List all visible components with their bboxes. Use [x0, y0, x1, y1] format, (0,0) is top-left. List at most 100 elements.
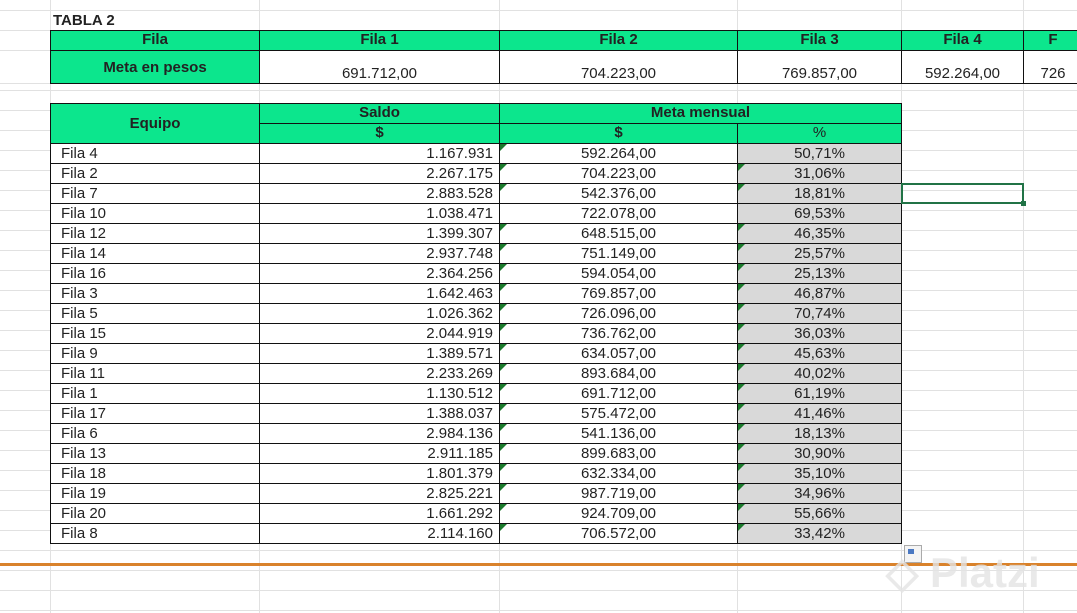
error-indicator-icon[interactable]: [500, 364, 507, 371]
error-indicator-icon[interactable]: [500, 404, 507, 411]
saldo-cell[interactable]: 1.389.571: [259, 343, 500, 364]
header-col-4[interactable]: Fila 4: [901, 30, 1024, 51]
error-indicator-icon[interactable]: [738, 264, 745, 271]
team-name-cell[interactable]: Fila 3: [50, 283, 260, 304]
team-name-cell[interactable]: Fila 8: [50, 523, 260, 544]
meta-percent-cell[interactable]: 40,02%: [737, 363, 902, 384]
meta-percent-cell[interactable]: 31,06%: [737, 163, 902, 184]
error-indicator-icon[interactable]: [500, 264, 507, 271]
header-col-3[interactable]: Fila 3: [737, 30, 902, 51]
saldo-cell[interactable]: 2.233.269: [259, 363, 500, 384]
meta-percent-cell[interactable]: 55,66%: [737, 503, 902, 524]
meta-amount-cell[interactable]: 899.683,00: [499, 443, 738, 464]
team-name-cell[interactable]: Fila 19: [50, 483, 260, 504]
team-name-cell[interactable]: Fila 12: [50, 223, 260, 244]
error-indicator-icon[interactable]: [738, 464, 745, 471]
header-meta-percent[interactable]: %: [737, 123, 902, 144]
saldo-cell[interactable]: 2.044.919: [259, 323, 500, 344]
team-name-cell[interactable]: Fila 6: [50, 423, 260, 444]
header-fila[interactable]: Fila: [50, 30, 260, 51]
team-name-cell[interactable]: Fila 18: [50, 463, 260, 484]
team-name-cell[interactable]: Fila 17: [50, 403, 260, 424]
team-name-cell[interactable]: Fila 20: [50, 503, 260, 524]
team-name-cell[interactable]: Fila 5: [50, 303, 260, 324]
meta-percent-cell[interactable]: 70,74%: [737, 303, 902, 324]
meta-amount-cell[interactable]: 706.572,00: [499, 523, 738, 544]
error-indicator-icon[interactable]: [738, 384, 745, 391]
meta-percent-cell[interactable]: 61,19%: [737, 383, 902, 404]
error-indicator-icon[interactable]: [738, 484, 745, 491]
meta-amount-cell[interactable]: 751.149,00: [499, 243, 738, 264]
error-indicator-icon[interactable]: [738, 344, 745, 351]
meta-percent-cell[interactable]: 36,03%: [737, 323, 902, 344]
error-indicator-icon[interactable]: [738, 324, 745, 331]
error-indicator-icon[interactable]: [500, 464, 507, 471]
team-name-cell[interactable]: Fila 10: [50, 203, 260, 224]
meta-percent-cell[interactable]: 41,46%: [737, 403, 902, 424]
header-col-1[interactable]: Fila 1: [259, 30, 500, 51]
error-indicator-icon[interactable]: [500, 424, 507, 431]
meta-amount-cell[interactable]: 893.684,00: [499, 363, 738, 384]
saldo-cell[interactable]: 1.038.471: [259, 203, 500, 224]
error-indicator-icon[interactable]: [500, 324, 507, 331]
error-indicator-icon[interactable]: [738, 404, 745, 411]
meta-percent-cell[interactable]: 25,57%: [737, 243, 902, 264]
team-name-cell[interactable]: Fila 9: [50, 343, 260, 364]
error-indicator-icon[interactable]: [738, 304, 745, 311]
header-col-2[interactable]: Fila 2: [499, 30, 738, 51]
saldo-cell[interactable]: 1.801.379: [259, 463, 500, 484]
error-indicator-icon[interactable]: [500, 144, 507, 151]
goal-value-cell[interactable]: 769.857,00: [737, 50, 902, 84]
meta-amount-cell[interactable]: 542.376,00: [499, 183, 738, 204]
meta-amount-cell[interactable]: 726.096,00: [499, 303, 738, 324]
team-name-cell[interactable]: Fila 2: [50, 163, 260, 184]
saldo-cell[interactable]: 1.661.292: [259, 503, 500, 524]
saldo-cell[interactable]: 1.642.463: [259, 283, 500, 304]
fill-handle[interactable]: [1021, 201, 1026, 206]
saldo-cell[interactable]: 1.167.931: [259, 143, 500, 164]
error-indicator-icon[interactable]: [500, 484, 507, 491]
error-indicator-icon[interactable]: [500, 304, 507, 311]
saldo-cell[interactable]: 2.911.185: [259, 443, 500, 464]
meta-percent-cell[interactable]: 34,96%: [737, 483, 902, 504]
goal-value-cell[interactable]: 691.712,00: [259, 50, 500, 84]
meta-amount-cell[interactable]: 541.136,00: [499, 423, 738, 444]
saldo-cell[interactable]: 2.883.528: [259, 183, 500, 204]
team-name-cell[interactable]: Fila 14: [50, 243, 260, 264]
saldo-cell[interactable]: 2.984.136: [259, 423, 500, 444]
saldo-cell[interactable]: 2.937.748: [259, 243, 500, 264]
header-col-5[interactable]: F: [1023, 30, 1077, 51]
header-saldo-currency[interactable]: $: [259, 123, 500, 144]
saldo-cell[interactable]: 2.267.175: [259, 163, 500, 184]
meta-amount-cell[interactable]: 632.334,00: [499, 463, 738, 484]
header-saldo[interactable]: Saldo: [259, 103, 500, 124]
saldo-cell[interactable]: 1.130.512: [259, 383, 500, 404]
meta-percent-cell[interactable]: 45,63%: [737, 343, 902, 364]
meta-amount-cell[interactable]: 592.264,00: [499, 143, 738, 164]
meta-percent-cell[interactable]: 35,10%: [737, 463, 902, 484]
error-indicator-icon[interactable]: [738, 284, 745, 291]
meta-amount-cell[interactable]: 924.709,00: [499, 503, 738, 524]
error-indicator-icon[interactable]: [500, 244, 507, 251]
saldo-cell[interactable]: 1.399.307: [259, 223, 500, 244]
goal-value-cell[interactable]: 704.223,00: [499, 50, 738, 84]
header-meta-mensual[interactable]: Meta mensual: [499, 103, 902, 124]
team-name-cell[interactable]: Fila 4: [50, 143, 260, 164]
team-name-cell[interactable]: Fila 1: [50, 383, 260, 404]
saldo-cell[interactable]: 2.364.256: [259, 263, 500, 284]
error-indicator-icon[interactable]: [738, 364, 745, 371]
header-equipo[interactable]: Equipo: [50, 103, 260, 144]
error-indicator-icon[interactable]: [500, 284, 507, 291]
meta-amount-cell[interactable]: 634.057,00: [499, 343, 738, 364]
error-indicator-icon[interactable]: [500, 504, 507, 511]
saldo-cell[interactable]: 1.026.362: [259, 303, 500, 324]
error-indicator-icon[interactable]: [500, 184, 507, 191]
team-name-cell[interactable]: Fila 13: [50, 443, 260, 464]
error-indicator-icon[interactable]: [500, 444, 507, 451]
team-name-cell[interactable]: Fila 16: [50, 263, 260, 284]
error-indicator-icon[interactable]: [500, 164, 507, 171]
meta-percent-cell[interactable]: 69,53%: [737, 203, 902, 224]
meta-amount-cell[interactable]: 722.078,00: [499, 203, 738, 224]
goal-value-cell[interactable]: 592.264,00: [901, 50, 1024, 84]
meta-percent-cell[interactable]: 46,87%: [737, 283, 902, 304]
